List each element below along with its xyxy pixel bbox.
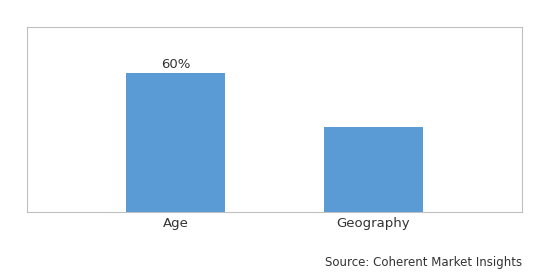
Bar: [126, 73, 225, 212]
Text: 60%: 60%: [161, 58, 190, 71]
Bar: [324, 126, 423, 212]
Text: Source: Coherent Market Insights: Source: Coherent Market Insights: [325, 256, 522, 269]
